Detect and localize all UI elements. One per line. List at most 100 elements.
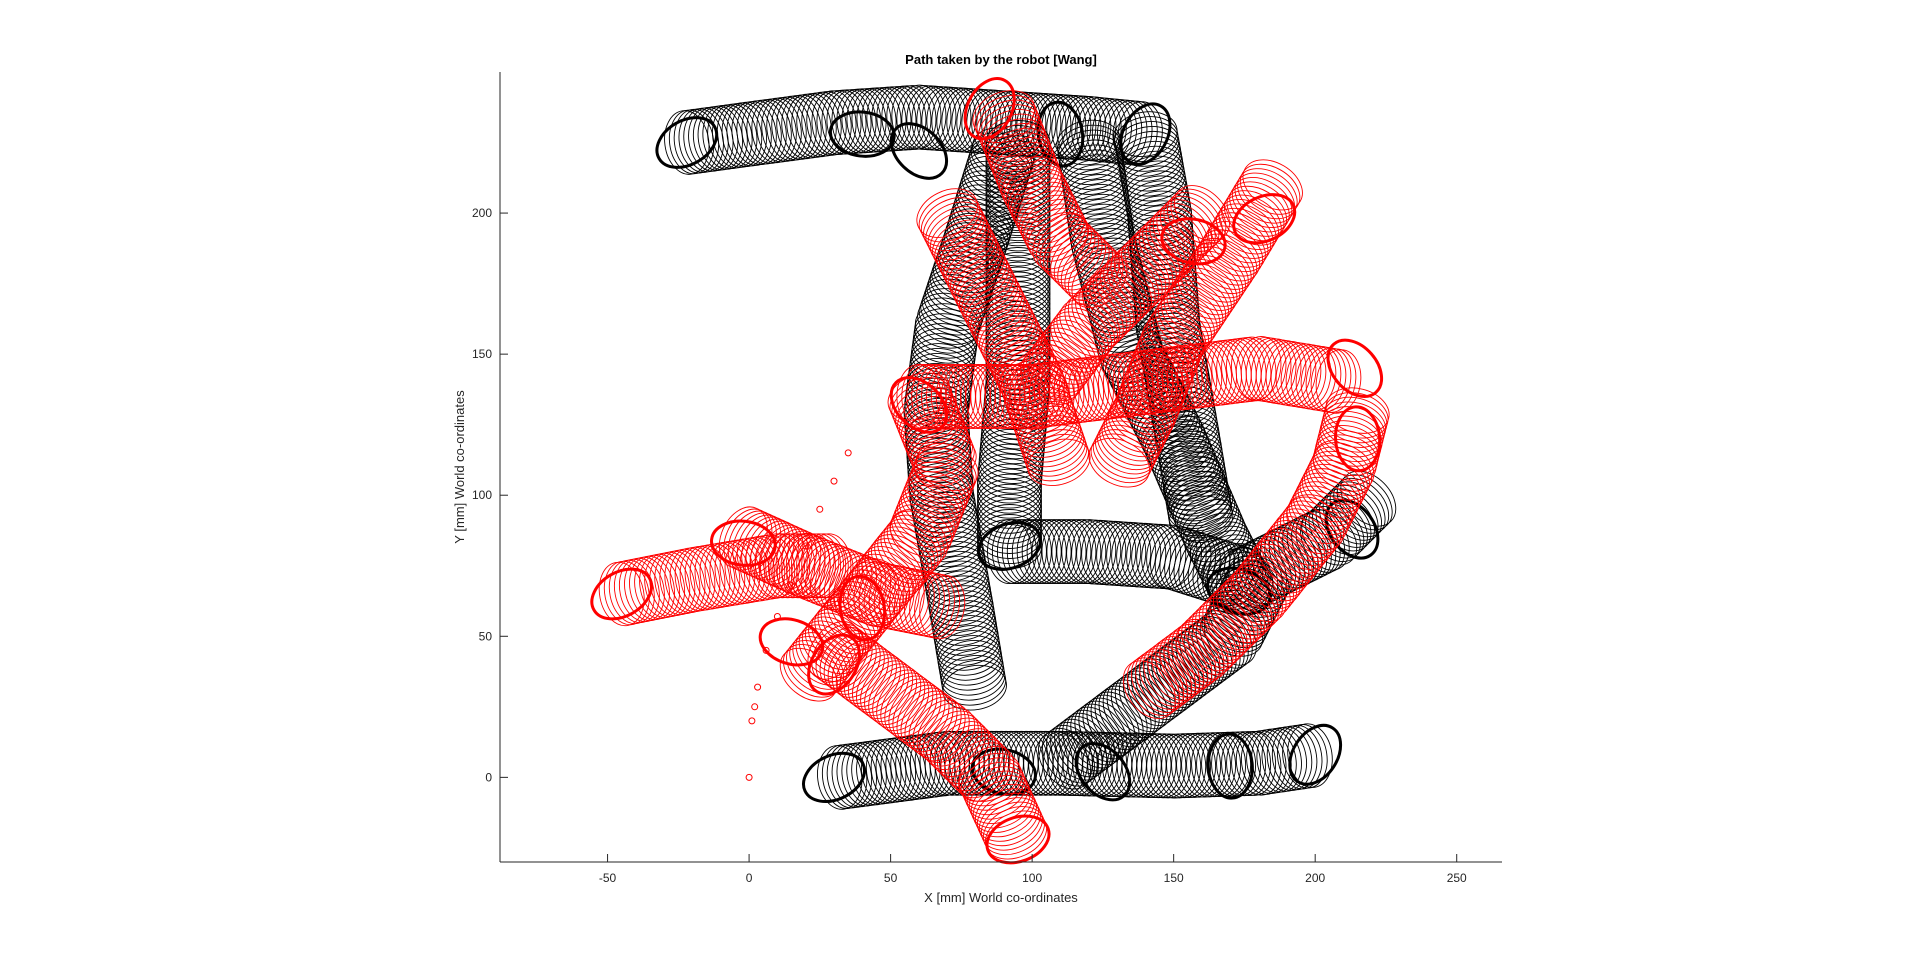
path-marker	[877, 526, 936, 581]
path-marker	[1235, 731, 1282, 796]
path-marker	[970, 295, 1032, 345]
path-marker	[1006, 377, 1070, 425]
path-marker	[1121, 367, 1185, 416]
path-marker	[1101, 521, 1147, 587]
path-marker	[1023, 347, 1082, 401]
path-marker	[916, 188, 978, 238]
path-marker	[1058, 715, 1112, 775]
axes-layer: -50 0 50 100 150 200 250 0 50 100 150 200	[472, 72, 1502, 885]
path-marker	[905, 372, 971, 419]
path-marker	[891, 85, 937, 150]
path-marker	[1134, 334, 1198, 383]
path-marker	[1141, 524, 1187, 590]
path-marker	[791, 538, 840, 601]
path-marker	[1163, 465, 1229, 512]
path-marker	[976, 792, 1039, 842]
path-marker	[1255, 339, 1302, 404]
path-marker	[811, 608, 870, 663]
path-marker	[763, 526, 813, 589]
path-marker	[1126, 523, 1172, 589]
path-marker	[960, 165, 1024, 213]
path-marker	[1318, 415, 1383, 462]
path-marker	[1126, 657, 1180, 716]
path-marker	[987, 330, 1050, 381]
path-marker	[1041, 519, 1087, 585]
path-marker	[1099, 416, 1161, 466]
path-marker	[860, 660, 914, 719]
path-marker	[1068, 203, 1134, 250]
path-marker	[1110, 248, 1167, 305]
path-marker	[801, 533, 847, 599]
path-marker	[1171, 624, 1225, 683]
path-marker	[1075, 283, 1131, 340]
path-marker	[724, 538, 771, 603]
path-marker	[1137, 348, 1183, 413]
path-marker	[1036, 216, 1092, 273]
path-marker	[941, 660, 1007, 706]
path-marker	[983, 321, 1046, 372]
path-marker	[1209, 587, 1266, 644]
path-marker	[958, 272, 1021, 323]
path-marker	[673, 108, 720, 174]
path-marker	[1092, 266, 1149, 323]
path-marker	[919, 707, 976, 763]
path-marker	[1251, 539, 1310, 594]
path-marker	[929, 215, 992, 265]
path-marker	[664, 110, 710, 175]
path-marker	[1168, 531, 1217, 595]
path-marker	[1078, 280, 1135, 337]
path-marker	[939, 730, 985, 796]
path-marker	[1138, 220, 1195, 277]
path-marker	[980, 423, 1045, 470]
path-marker	[1167, 485, 1232, 532]
path-marker	[974, 304, 1037, 354]
path-marker	[1143, 652, 1197, 711]
path-marker	[876, 86, 922, 151]
path-marker	[1118, 670, 1172, 730]
path-marker	[1046, 94, 1092, 160]
path-marker	[1076, 519, 1122, 585]
path-marker	[904, 471, 968, 520]
path-marker	[811, 90, 857, 156]
path-marker	[902, 475, 966, 524]
path-marker	[1026, 519, 1072, 585]
path-marker	[1084, 272, 1149, 319]
path-marker	[767, 528, 817, 591]
path-marker	[989, 132, 1053, 181]
path-marker	[1010, 177, 1072, 227]
y-tick-label: 50	[479, 629, 493, 643]
path-marker	[977, 504, 1042, 549]
path-marker	[918, 192, 981, 243]
path-marker	[1250, 338, 1297, 403]
small-marker	[754, 683, 762, 691]
path-marker	[1163, 637, 1217, 696]
path-marker	[1046, 519, 1092, 585]
path-marker	[1181, 615, 1237, 672]
path-marker	[1186, 732, 1232, 798]
path-marker	[985, 150, 1051, 196]
y-tick-label: 200	[472, 206, 492, 220]
path-marker	[936, 228, 999, 278]
path-marker	[868, 666, 922, 725]
path-marker	[1000, 358, 1064, 407]
path-marker	[1275, 342, 1322, 408]
path-marker	[1124, 234, 1181, 291]
path-marker	[977, 463, 1042, 509]
path-marker	[891, 504, 954, 553]
path-marker	[1151, 639, 1205, 698]
path-marker	[1117, 135, 1182, 182]
path-marker	[897, 489, 960, 539]
path-marker	[1031, 519, 1077, 585]
path-marker	[976, 308, 1039, 359]
emphasized-marker	[889, 376, 949, 434]
path-marker	[639, 553, 686, 619]
path-marker	[1089, 269, 1145, 326]
path-marker	[1131, 661, 1184, 720]
path-marker	[1014, 401, 1078, 449]
emphasized-marker	[1326, 338, 1384, 398]
path-marker	[839, 645, 893, 704]
path-marker	[896, 84, 942, 150]
path-marker	[1125, 358, 1188, 407]
path-marker	[1174, 185, 1230, 242]
path-marker	[1194, 237, 1255, 290]
